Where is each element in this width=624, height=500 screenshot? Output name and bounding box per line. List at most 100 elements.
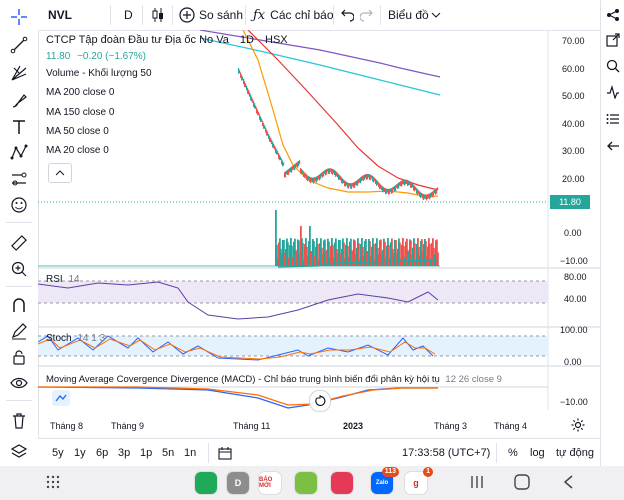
symbol-search[interactable]: NVL bbox=[48, 8, 72, 22]
candle bbox=[248, 90, 250, 95]
prediction-tool-icon[interactable] bbox=[8, 168, 30, 190]
price-candles[interactable] bbox=[238, 68, 439, 201]
undo-icon[interactable] bbox=[340, 0, 354, 30]
rsi-line[interactable] bbox=[38, 281, 439, 320]
range-3p[interactable]: 3p bbox=[118, 447, 131, 459]
trend-line-icon[interactable] bbox=[8, 34, 30, 56]
macd-signal-line[interactable] bbox=[38, 386, 438, 406]
ma50-legend[interactable]: MA 50 close 0 bbox=[46, 126, 109, 137]
text-tool-icon[interactable] bbox=[8, 116, 30, 138]
redo-icon[interactable] bbox=[360, 0, 374, 30]
volume-bar bbox=[329, 256, 331, 266]
stoch-param: 14 1 3 bbox=[77, 333, 106, 344]
draw-mode-icon[interactable] bbox=[8, 320, 30, 342]
candle bbox=[322, 171, 324, 178]
ma200-legend[interactable]: MA 200 close 0 bbox=[46, 87, 115, 98]
ma150-line[interactable] bbox=[199, 37, 441, 96]
reset-chart-button[interactable] bbox=[309, 390, 331, 412]
volume-bar bbox=[416, 243, 418, 266]
volume-bar bbox=[310, 250, 312, 266]
candle bbox=[307, 175, 309, 182]
volume-bar bbox=[297, 239, 299, 266]
candle bbox=[346, 181, 348, 186]
candle bbox=[341, 177, 343, 184]
candle bbox=[431, 192, 433, 197]
candle bbox=[426, 194, 428, 201]
arrow-left-icon[interactable] bbox=[604, 137, 622, 155]
candle bbox=[325, 169, 327, 176]
pulse-icon[interactable] bbox=[604, 83, 622, 101]
green-check-app-icon[interactable] bbox=[294, 471, 318, 495]
indicators-button[interactable]: ƒx Các chỉ báo bbox=[253, 0, 334, 30]
range-5y[interactable]: 5y bbox=[52, 447, 64, 459]
ma20-line[interactable] bbox=[242, 30, 439, 198]
crosshair-icon[interactable] bbox=[8, 6, 30, 28]
tradingview-logo-icon[interactable] bbox=[52, 390, 70, 406]
gann-fan-icon[interactable] bbox=[8, 62, 30, 84]
ma200-line[interactable] bbox=[199, 30, 441, 78]
percent-scale-toggle[interactable]: % bbox=[508, 447, 518, 459]
open-external-icon[interactable] bbox=[604, 31, 622, 49]
trash-icon[interactable] bbox=[8, 410, 30, 432]
ma150-legend[interactable]: MA 150 close 0 bbox=[46, 107, 115, 118]
interval-button[interactable]: D bbox=[124, 8, 133, 22]
compare-button[interactable]: So sánh bbox=[179, 0, 243, 30]
contacts-app-icon[interactable]: D bbox=[226, 471, 250, 495]
recent-apps-icon[interactable] bbox=[470, 475, 484, 494]
rsi-legend[interactable]: RSI 14 bbox=[46, 274, 80, 285]
list-icon[interactable] bbox=[604, 110, 622, 128]
volume-bar bbox=[394, 239, 396, 266]
layers-icon[interactable] bbox=[8, 440, 30, 462]
eye-icon[interactable] bbox=[8, 372, 30, 394]
symbol-title: CTCP Tập đoàn Đầu tư Địa ốc No Va bbox=[46, 34, 229, 46]
stoch-d-line[interactable] bbox=[38, 338, 436, 360]
ma50-line[interactable] bbox=[247, 30, 439, 191]
candle bbox=[310, 177, 312, 184]
candles-chart-type-icon[interactable] bbox=[151, 0, 165, 30]
home-icon[interactable] bbox=[514, 474, 530, 495]
volume-bar bbox=[415, 259, 417, 266]
volume-bar bbox=[384, 241, 386, 266]
settings-gear-icon[interactable] bbox=[571, 418, 585, 437]
candle bbox=[366, 173, 368, 180]
go-to-date-icon[interactable] bbox=[218, 439, 232, 467]
price-axis-label: 40.00 bbox=[562, 119, 585, 129]
ruler-icon[interactable] bbox=[8, 232, 30, 254]
macd-legend[interactable]: Moving Average Covergence Divergence (MA… bbox=[46, 374, 502, 385]
pattern-tool-icon[interactable] bbox=[8, 142, 30, 164]
range-1p[interactable]: 1p bbox=[140, 447, 153, 459]
range-6p[interactable]: 6p bbox=[96, 447, 109, 459]
share-icon[interactable] bbox=[604, 6, 622, 24]
symbol-legend[interactable]: CTCP Tập đoàn Đầu tư Địa ốc No Va 1D HSX bbox=[46, 34, 288, 46]
magnet-icon[interactable] bbox=[8, 294, 30, 316]
camera-app-icon[interactable] bbox=[330, 471, 354, 495]
clock-readout[interactable]: 17:33:58 (UTC+7) bbox=[402, 447, 491, 459]
brush-icon[interactable] bbox=[8, 90, 30, 112]
chevron-down-icon[interactable] bbox=[431, 0, 441, 30]
volume-legend[interactable]: Volume - Khối lượng 50 bbox=[46, 68, 152, 79]
range-1n[interactable]: 1n bbox=[184, 447, 197, 459]
stoch-legend[interactable]: Stoch 14 1 3 bbox=[46, 333, 105, 344]
volume-bar bbox=[390, 242, 392, 266]
back-icon[interactable] bbox=[562, 475, 576, 494]
search-icon[interactable] bbox=[604, 57, 622, 75]
zalo-app-icon[interactable]: Zalo 113 bbox=[370, 467, 399, 495]
volume-bar bbox=[397, 248, 399, 266]
ma20-legend[interactable]: MA 20 close 0 bbox=[46, 145, 109, 156]
phone-app-icon[interactable] bbox=[194, 471, 218, 495]
collapse-legend-button[interactable] bbox=[48, 163, 72, 183]
range-5n[interactable]: 5n bbox=[162, 447, 175, 459]
log-scale-toggle[interactable]: log bbox=[530, 447, 545, 459]
chart-area[interactable]: CTCP Tập đoàn Đầu tư Địa ốc No Va 1D HSX… bbox=[38, 30, 600, 412]
range-1y[interactable]: 1y bbox=[74, 447, 86, 459]
baomoi-app-icon[interactable]: BÁO MỚI bbox=[258, 471, 282, 495]
lock-icon[interactable] bbox=[8, 346, 30, 368]
zoom-in-icon[interactable] bbox=[8, 258, 30, 280]
volume-bars[interactable] bbox=[275, 210, 439, 266]
app-grid-icon[interactable] bbox=[46, 475, 60, 494]
chart-canvas[interactable] bbox=[38, 30, 600, 410]
chart-type-button[interactable]: Biểu đồ bbox=[388, 8, 429, 22]
auto-scale-toggle[interactable]: tự động bbox=[556, 447, 594, 459]
emoji-icon[interactable] bbox=[8, 194, 30, 216]
